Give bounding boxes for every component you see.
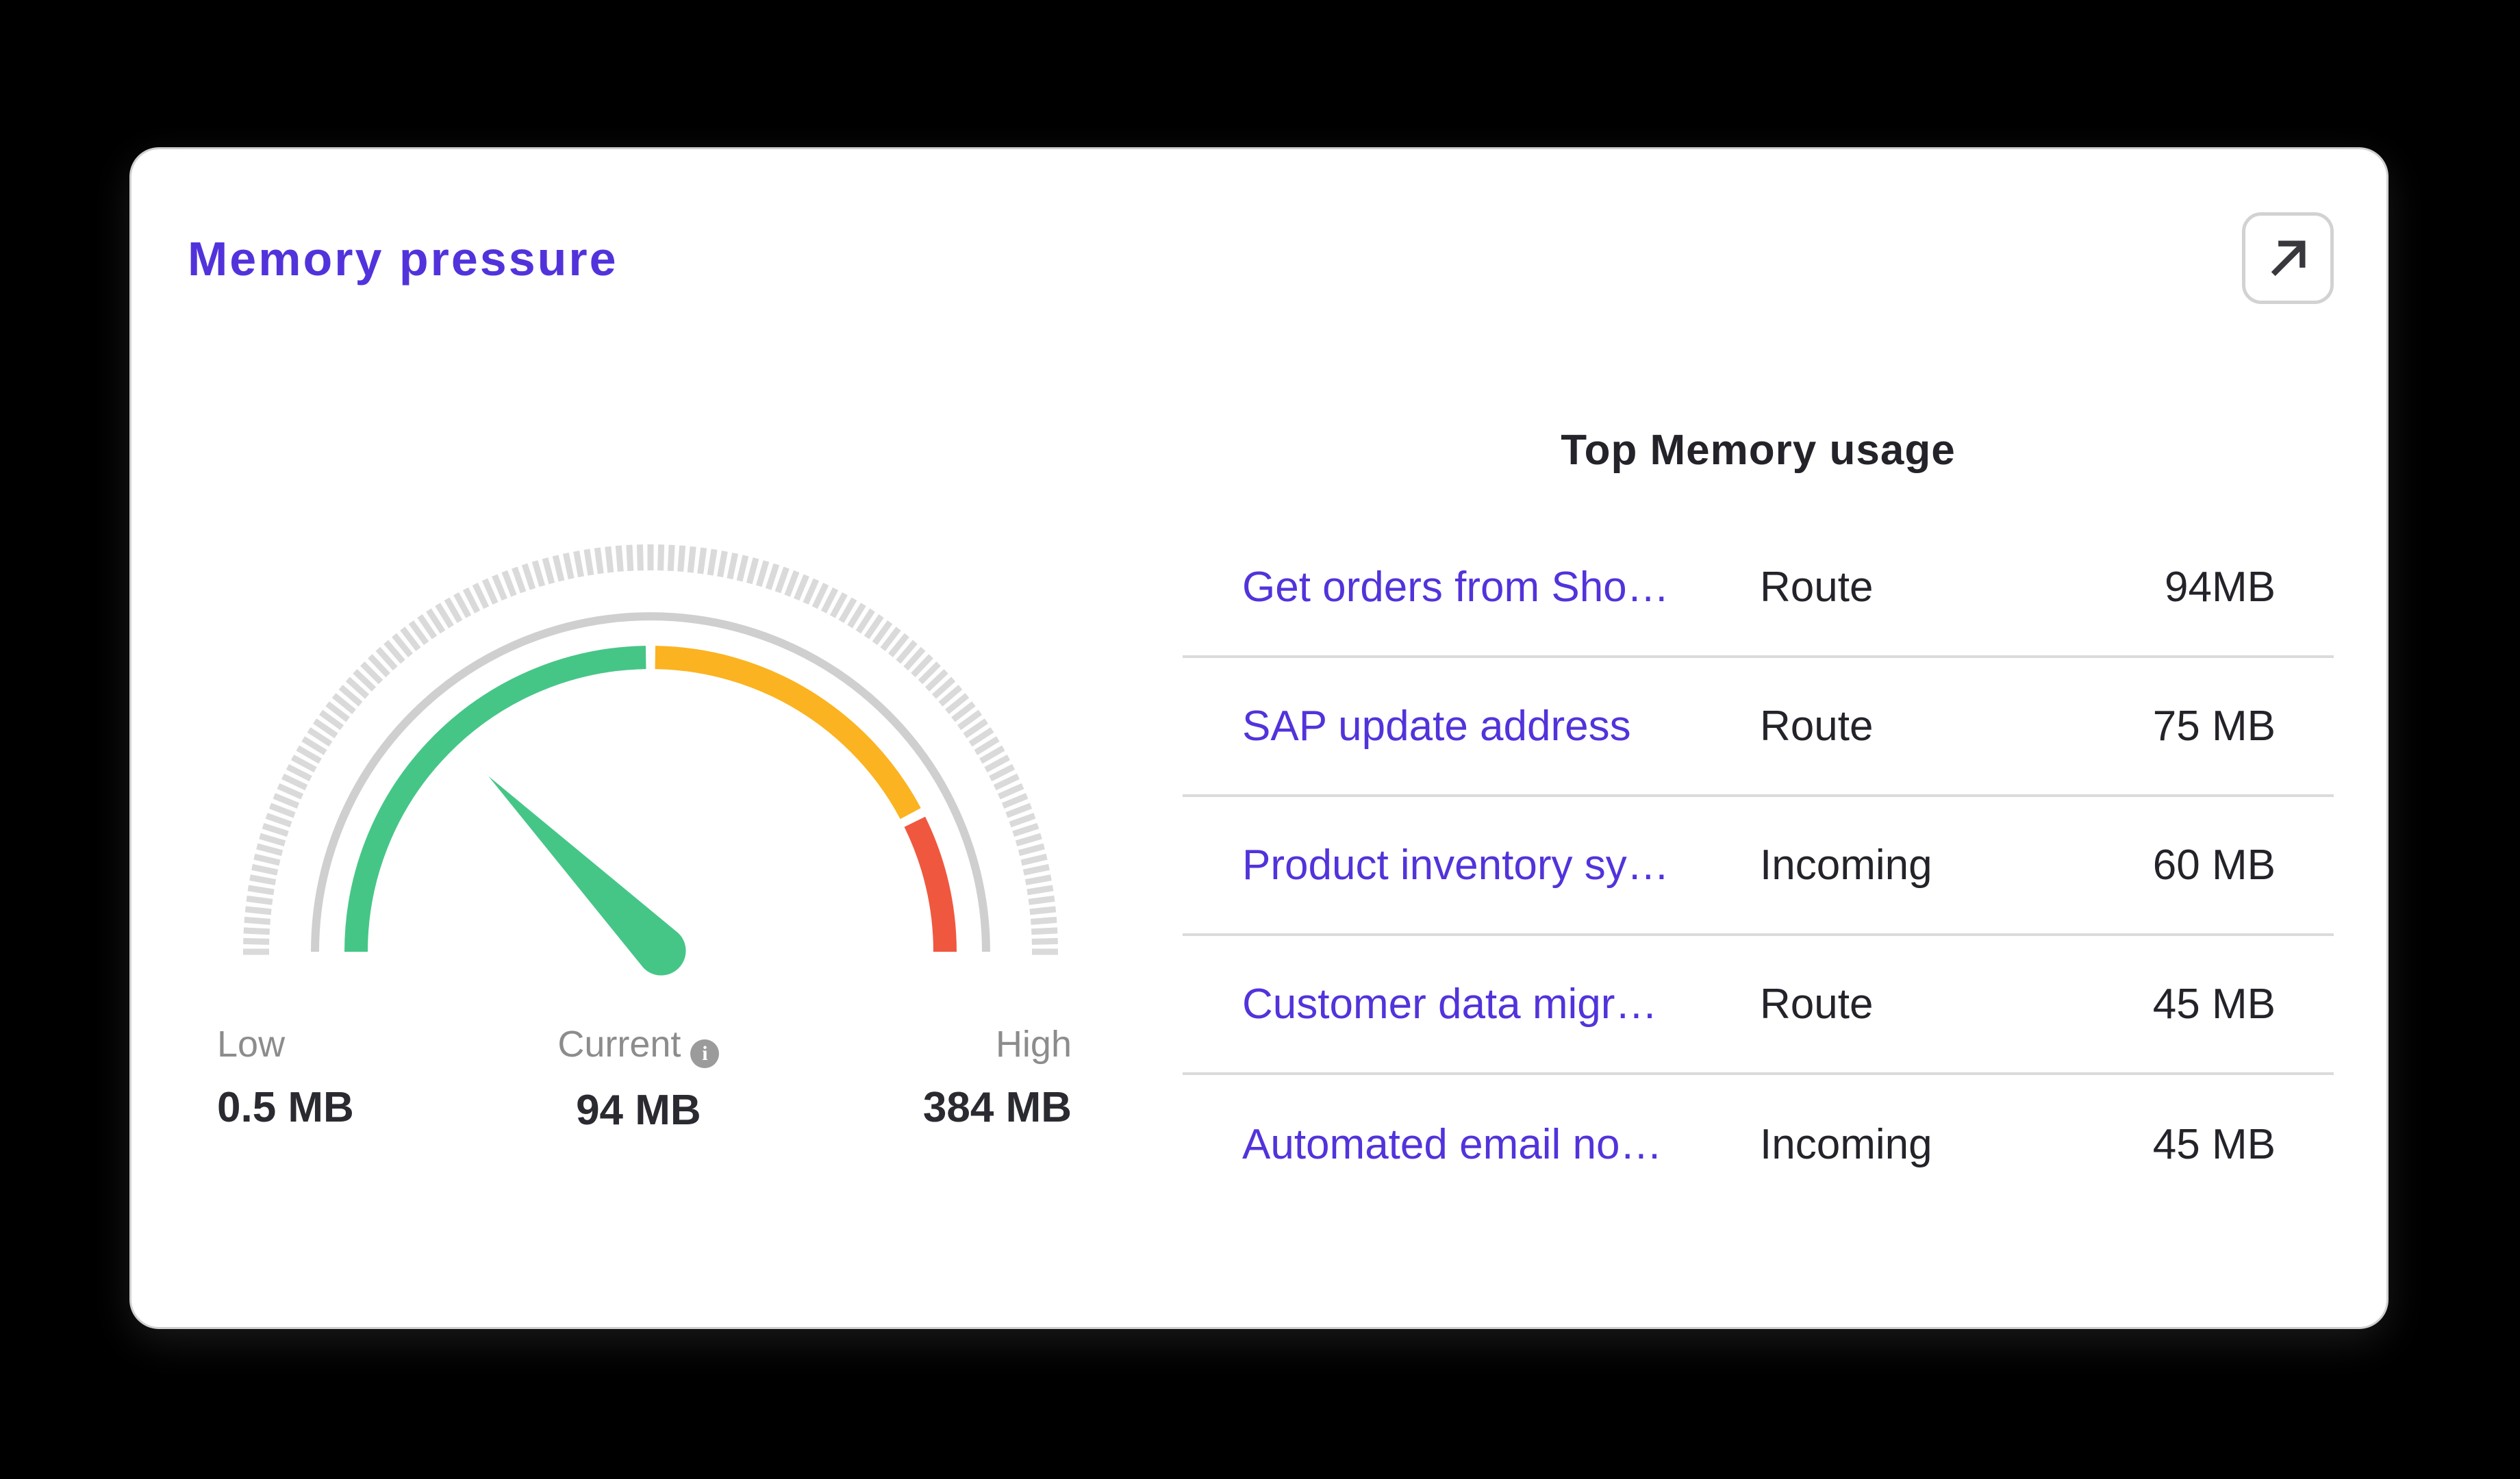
gauge-current-label-row: Current i xyxy=(557,1023,720,1068)
card-title: Memory pressure xyxy=(188,232,618,286)
table-row: Automated email no… Incoming 45 MB xyxy=(1183,1075,2334,1214)
gauge-low-label: Low xyxy=(217,1024,286,1065)
gauge-current-group: Current i 94 MB xyxy=(557,1023,720,1135)
row-value: 75 MB xyxy=(2152,703,2276,750)
table-row: SAP update address Route 75 MB xyxy=(1183,658,2334,797)
gauge-high-value: 384 MB xyxy=(922,1084,1072,1131)
row-type: Route xyxy=(1760,981,1874,1028)
gauge-labels: Low 0.5 MB Current i 94 MB High 384 MB xyxy=(217,1023,1072,1135)
table-row: Get orders from Sho… Route 94MB xyxy=(1183,519,2334,658)
gauge-high-group: High 384 MB xyxy=(923,1023,1072,1135)
row-name-link[interactable]: Product inventory sy… xyxy=(1242,842,1670,889)
gauge-current-label: Current xyxy=(557,1024,681,1065)
row-value: 94MB xyxy=(2165,564,2276,611)
row-type: Route xyxy=(1760,564,1874,611)
row-value: 45 MB xyxy=(2152,1121,2276,1168)
gauge-low-value: 0.5 MB xyxy=(217,1084,354,1131)
row-value: 60 MB xyxy=(2152,842,2276,889)
table-heading: Top Memory usage xyxy=(1561,427,1956,474)
row-name-link[interactable]: Customer data migr… xyxy=(1242,981,1658,1028)
gauge-current-value: 94 MB xyxy=(576,1086,701,1134)
row-name-link[interactable]: SAP update address xyxy=(1242,703,1631,750)
gauge-needle xyxy=(488,776,686,976)
gauge-low-group: Low 0.5 MB xyxy=(217,1023,354,1135)
row-type: Incoming xyxy=(1760,842,1932,889)
info-circle-icon[interactable]: i xyxy=(690,1039,720,1068)
row-type: Route xyxy=(1760,703,1874,750)
memory-pressure-card: Memory pressure Low 0.5 MB Current i 94 M… xyxy=(131,149,2386,1327)
gauge-chart xyxy=(243,544,1058,976)
row-name-link[interactable]: Automated email no… xyxy=(1242,1121,1663,1168)
table-rows: Get orders from Sho… Route 94MB SAP upda… xyxy=(1183,519,2334,1214)
expand-button[interactable] xyxy=(2242,212,2334,304)
row-type: Incoming xyxy=(1760,1121,1932,1168)
table-row: Customer data migr… Route 45 MB xyxy=(1183,936,2334,1075)
gauge-high-label: High xyxy=(995,1024,1072,1065)
row-value: 45 MB xyxy=(2152,981,2276,1028)
arrow-up-right-icon xyxy=(2271,240,2306,277)
row-name-link[interactable]: Get orders from Sho… xyxy=(1242,564,1670,611)
top-memory-usage-table: Top Memory usage Get orders from Sho… Ro… xyxy=(1183,149,2334,1327)
table-row: Product inventory sy… Incoming 60 MB xyxy=(1183,797,2334,936)
